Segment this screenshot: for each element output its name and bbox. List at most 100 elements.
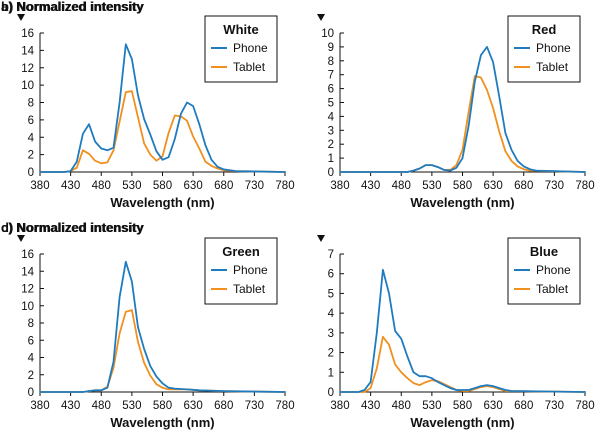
- series-line-tablet: [39, 309, 286, 393]
- x-tick-label: 430: [61, 180, 80, 192]
- x-tick-label: 580: [453, 400, 472, 412]
- y-axis-arrow-icon: [317, 14, 325, 21]
- y-tick-label: 1: [328, 367, 334, 379]
- y-tick-label: 8: [28, 318, 34, 330]
- legend-label-phone: Phone: [536, 263, 571, 277]
- legend-title: Green: [222, 244, 260, 259]
- x-tick-label: 480: [92, 180, 111, 192]
- y-tick-label: 4: [28, 132, 35, 144]
- x-tick-label: 430: [361, 180, 380, 192]
- y-tick-label: 8: [328, 56, 334, 68]
- legend-label-tablet: Tablet: [233, 60, 266, 74]
- legend-title: Red: [532, 22, 557, 37]
- y-tick-label: 4: [328, 308, 335, 320]
- y-tick-label: 10: [21, 301, 34, 313]
- x-tick-label: 730: [545, 180, 564, 192]
- x-tick-label: 530: [422, 400, 441, 412]
- panel-title: b) Normalized intensity: [1, 0, 145, 14]
- x-tick-label: 530: [122, 180, 141, 192]
- y-tick-label: 10: [321, 28, 334, 40]
- x-tick-label: 630: [184, 180, 203, 192]
- x-tick-label: 730: [545, 400, 564, 412]
- series-line-phone: [39, 260, 286, 393]
- y-tick-label: 2: [328, 348, 334, 360]
- legend-label-phone: Phone: [233, 41, 268, 55]
- y-axis-arrow-icon: [17, 14, 25, 21]
- y-tick-label: 7: [328, 249, 334, 261]
- x-tick-label: 480: [92, 400, 111, 412]
- x-tick-label: 480: [392, 180, 411, 192]
- y-tick-label: 9: [328, 42, 334, 54]
- x-tick-label: 380: [330, 400, 349, 412]
- y-tick-label: 2: [28, 150, 34, 162]
- x-tick-label: 780: [275, 400, 294, 412]
- y-tick-label: 6: [28, 335, 34, 347]
- series-line-phone: [39, 43, 286, 173]
- y-tick-label: 6: [28, 115, 34, 127]
- x-tick-label: 630: [184, 400, 203, 412]
- x-axis-label: Wavelength (nm): [110, 195, 214, 210]
- panel-0: a) Normalized intensity 0 2 4 6 8 10 12 14 16 380 4…: [1, 0, 295, 210]
- x-axis-label: Wavelength (nm): [410, 415, 514, 430]
- legend-label-tablet: Tablet: [536, 282, 569, 296]
- y-axis-arrow-icon: [317, 235, 325, 242]
- x-tick-label: 580: [153, 400, 172, 412]
- series-line-phone: [339, 46, 586, 173]
- y-tick-label: 14: [21, 45, 34, 57]
- y-tick-label: 0: [28, 387, 34, 399]
- y-tick-label: 12: [21, 63, 34, 75]
- x-tick-label: 430: [361, 400, 380, 412]
- legend-label-phone: Phone: [536, 41, 571, 55]
- y-tick-label: 4: [28, 353, 35, 365]
- y-tick-label: 5: [328, 98, 334, 110]
- y-tick-label: 12: [21, 284, 34, 296]
- x-tick-label: 380: [30, 180, 49, 192]
- y-tick-label: 0: [328, 387, 334, 399]
- y-tick-label: 5: [328, 288, 334, 300]
- y-tick-label: 1: [328, 153, 334, 165]
- y-tick-label: 8: [28, 98, 34, 110]
- y-tick-label: 3: [328, 125, 334, 137]
- series-line-tablet: [339, 335, 586, 393]
- y-tick-label: 2: [28, 370, 34, 382]
- x-tick-label: 380: [30, 400, 49, 412]
- x-tick-label: 530: [422, 180, 441, 192]
- y-tick-label: 16: [21, 249, 34, 261]
- x-tick-label: 730: [245, 400, 264, 412]
- series-line-tablet: [39, 90, 286, 173]
- y-tick-label: 6: [328, 84, 334, 96]
- x-tick-label: 530: [122, 400, 141, 412]
- y-tick-label: 7: [328, 70, 334, 82]
- x-tick-label: 780: [575, 400, 594, 412]
- y-tick-label: 2: [328, 139, 334, 151]
- panel-title: d) Normalized intensity: [1, 220, 145, 235]
- x-tick-label: 630: [484, 180, 503, 192]
- y-tick-label: 16: [21, 28, 34, 40]
- panel-title: c) Normalized intensity: [1, 220, 144, 235]
- legend-title: White: [223, 22, 258, 37]
- x-tick-label: 680: [514, 400, 533, 412]
- x-axis-label: Wavelength (nm): [410, 195, 514, 210]
- legend-label-phone: Phone: [233, 263, 268, 277]
- legend-title: Blue: [530, 244, 558, 259]
- legend-label-tablet: Tablet: [233, 282, 266, 296]
- y-tick-label: 10: [21, 80, 34, 92]
- panel-2: c) Normalized intensity 0 2 4 6 8 10 12 14 16 380 4…: [1, 220, 295, 430]
- x-tick-label: 580: [153, 180, 172, 192]
- y-tick-label: 0: [28, 167, 34, 179]
- x-tick-label: 480: [392, 400, 411, 412]
- x-tick-label: 730: [245, 180, 264, 192]
- series-line-phone: [339, 268, 586, 393]
- panel-title: a) Normalized intensity: [1, 0, 144, 14]
- y-tick-label: 3: [328, 328, 334, 340]
- x-tick-label: 430: [61, 400, 80, 412]
- y-tick-label: 6: [328, 269, 334, 281]
- y-tick-label: 0: [328, 167, 334, 179]
- x-tick-label: 780: [575, 180, 594, 192]
- x-tick-label: 680: [214, 180, 233, 192]
- x-axis-label: Wavelength (nm): [110, 415, 214, 430]
- x-tick-label: 380: [330, 180, 349, 192]
- legend-label-tablet: Tablet: [536, 60, 569, 74]
